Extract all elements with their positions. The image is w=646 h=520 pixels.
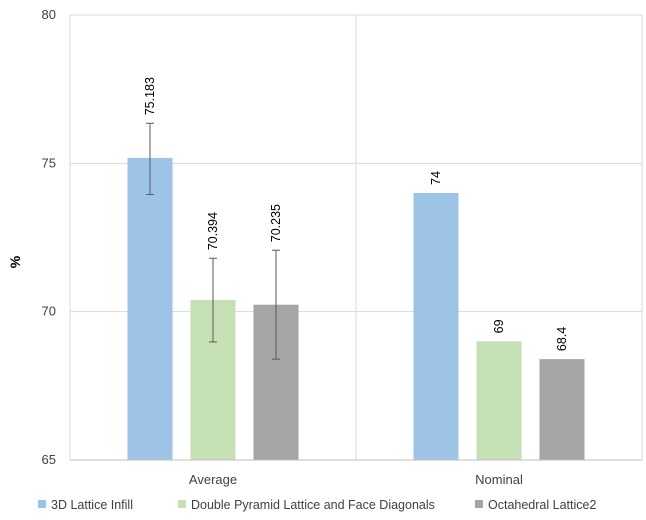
x-tick-label: Average: [189, 472, 237, 487]
data-label: 68.4: [555, 327, 569, 351]
bar: [413, 193, 459, 460]
bar: [476, 341, 522, 460]
axes: 65 70 75 80 Average Nominal: [42, 7, 642, 487]
data-label: 69: [492, 319, 506, 333]
y-axis-label: %: [7, 255, 23, 268]
bar: [127, 157, 173, 460]
y-tick-label: 70: [42, 304, 56, 319]
x-tick-label: Nominal: [475, 472, 523, 487]
legend-swatch: [38, 500, 46, 508]
legend: 3D Lattice Infill Double Pyramid Lattice …: [38, 498, 596, 512]
bars: [127, 157, 585, 460]
legend-swatch: [475, 500, 483, 508]
legend-label: Double Pyramid Lattice and Face Diagonal…: [191, 498, 435, 512]
data-label: 70.235: [269, 204, 283, 242]
y-tick-label: 65: [42, 452, 56, 467]
y-tick-label: 80: [42, 7, 56, 22]
legend-label: Octahedral Lattice2: [488, 498, 596, 512]
data-label: 75.183: [143, 77, 157, 115]
data-label: 74: [429, 171, 443, 185]
data-label: 70.394: [206, 212, 220, 250]
bar: [539, 359, 585, 460]
error-bars: [146, 122, 280, 360]
legend-swatch: [178, 500, 186, 508]
y-tick-label: 75: [42, 155, 56, 170]
legend-label: 3D Lattice Infill: [51, 498, 133, 512]
data-labels: 75.183 74 70.394 69 70.235 68.4: [143, 77, 569, 351]
